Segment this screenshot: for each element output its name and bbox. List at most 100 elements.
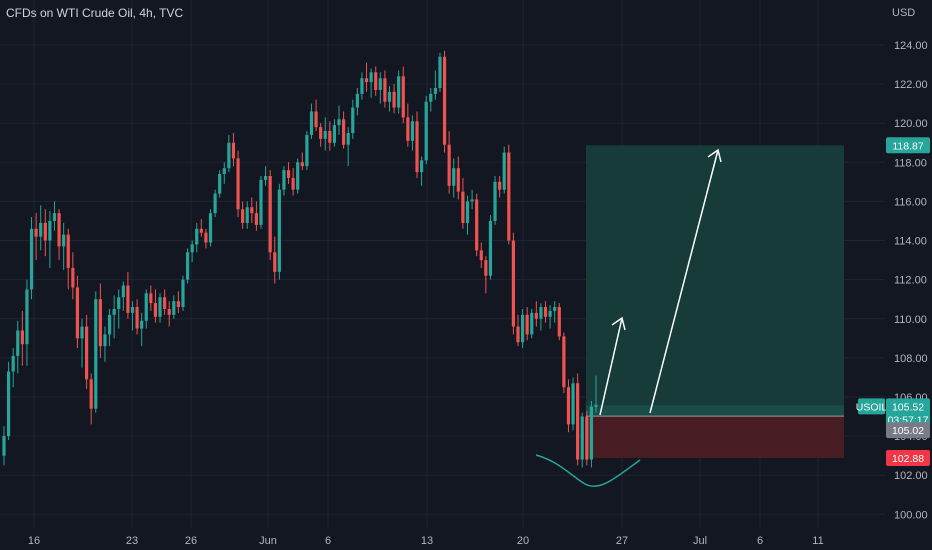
candle-body: [158, 297, 162, 317]
curve-annotation[interactable]: [535, 454, 641, 488]
candle-body: [332, 125, 337, 143]
x-tick-label: 11: [812, 535, 823, 547]
candle: [530, 308, 534, 339]
candle: [319, 123, 323, 147]
candle: [543, 301, 548, 323]
candle-body: [144, 293, 148, 321]
candle-body: [465, 201, 470, 223]
candle-body: [163, 297, 167, 309]
candle-body: [135, 307, 139, 329]
profit-zone[interactable]: [586, 145, 844, 417]
candle-body: [364, 78, 369, 83]
candle-body: [2, 436, 6, 456]
candle: [397, 70, 401, 114]
candle-body: [406, 117, 410, 141]
stop-loss-badge: 102.88: [886, 449, 930, 466]
candle: [185, 248, 190, 284]
candle: [130, 301, 135, 331]
currency-label: USD: [892, 7, 915, 19]
candle-body: [241, 209, 245, 223]
candle-body: [296, 162, 300, 190]
price-axis[interactable]: 100.00102.00104.00106.00108.00110.00112.…: [894, 40, 928, 521]
stop-loss-badge-text: 102.88: [892, 453, 924, 465]
candle: [158, 293, 162, 323]
candle: [181, 275, 185, 311]
candle: [580, 412, 584, 468]
candle: [94, 291, 98, 413]
candle: [415, 111, 419, 178]
candle: [57, 209, 61, 261]
candle: [374, 66, 378, 96]
candle-body: [543, 307, 548, 317]
candle: [98, 283, 102, 358]
candle-body: [231, 142, 236, 159]
arrow-short[interactable]: [599, 317, 623, 416]
candle: [195, 222, 199, 253]
candle: [85, 314, 89, 390]
candle-body: [383, 78, 387, 102]
candle: [6, 361, 11, 440]
arrow-long[interactable]: [649, 149, 719, 414]
x-tick-label: 6: [325, 535, 331, 547]
take-profit-badge: 118.87: [886, 137, 930, 154]
candle-body: [57, 213, 61, 247]
candle: [332, 119, 337, 147]
candle: [277, 183, 281, 280]
candle: [80, 318, 84, 368]
candle: [585, 410, 589, 466]
candle-body: [337, 119, 341, 126]
candle-body: [130, 307, 135, 313]
candle-body: [534, 312, 538, 319]
candle-body: [360, 78, 364, 94]
x-tick-label: Jun: [259, 535, 277, 547]
candle-body: [29, 228, 34, 290]
time-axis[interactable]: 16 23 26 Jun 6 13 20 27 Jul 6 11: [28, 535, 824, 547]
candle-body: [213, 193, 217, 214]
position-zones[interactable]: [586, 145, 844, 458]
candle: [48, 211, 52, 268]
candle-body: [401, 76, 405, 118]
candle: [502, 146, 506, 194]
candle: [34, 213, 38, 261]
candle: [172, 295, 176, 319]
candle-body: [442, 56, 447, 145]
candle-body: [208, 213, 213, 243]
candle: [213, 189, 217, 218]
candle: [424, 95, 428, 165]
candle: [589, 400, 594, 468]
candle-body: [520, 314, 525, 343]
candle-body: [300, 162, 304, 167]
candle-body: [195, 228, 199, 245]
candle: [273, 236, 277, 284]
candle-body: [424, 101, 428, 161]
candle: [259, 176, 263, 229]
drawings[interactable]: [535, 148, 722, 488]
candle-body: [319, 127, 323, 139]
y-tick-label: 100.00: [894, 509, 928, 521]
candle-body: [250, 207, 254, 214]
candle: [199, 219, 203, 237]
candle-body: [589, 406, 594, 460]
candle: [553, 301, 557, 323]
candle: [351, 99, 355, 139]
candle: [176, 291, 180, 313]
candle: [236, 150, 240, 218]
candle: [420, 156, 424, 186]
candle: [190, 240, 194, 263]
candle-body: [488, 220, 493, 276]
candle-body: [594, 404, 598, 407]
candle: [341, 111, 346, 149]
loss-zone[interactable]: [586, 416, 844, 458]
arrow-long-head: [707, 148, 722, 163]
candle-body: [121, 285, 125, 298]
candle: [149, 285, 153, 311]
candle-body: [452, 168, 456, 186]
candle-body: [498, 181, 502, 190]
candle-body: [323, 131, 327, 139]
candle: [498, 176, 502, 198]
candle-body: [305, 134, 309, 167]
candle-body: [259, 179, 263, 225]
candle-body: [222, 168, 226, 175]
entry-price-badge: 105.02: [886, 422, 930, 439]
